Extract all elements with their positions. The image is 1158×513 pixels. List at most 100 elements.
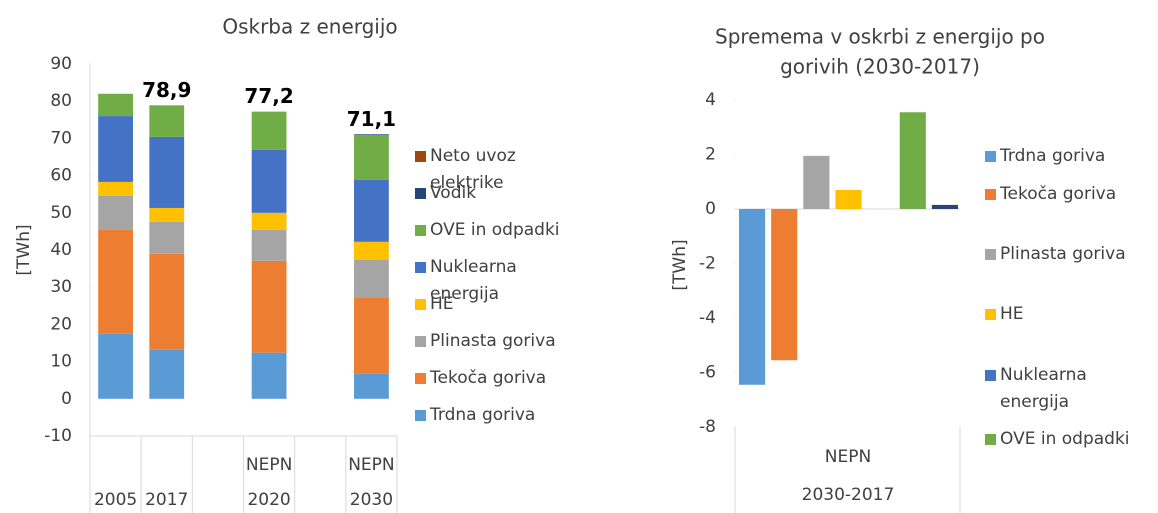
y-tick-label: -6 bbox=[699, 363, 716, 383]
x-tick-label: 2030 bbox=[350, 490, 393, 510]
bar-segment bbox=[354, 179, 389, 242]
bar-segment bbox=[354, 135, 389, 180]
legend-swatch bbox=[415, 225, 426, 236]
legend-label: Trdna goriva bbox=[430, 405, 536, 425]
bar-segment bbox=[149, 207, 185, 222]
chart-title: gorivih (2030-2017) bbox=[780, 55, 980, 79]
bar-segment bbox=[98, 195, 133, 230]
x-tick-label: 2020 bbox=[247, 490, 290, 510]
legend-swatch bbox=[985, 151, 996, 162]
legend-item: Vodik bbox=[415, 180, 580, 207]
legend-label: Nuklearna energija bbox=[430, 257, 517, 304]
bar-segment bbox=[354, 297, 389, 374]
chart-title: Spremema v oskrbi z energijo po bbox=[715, 25, 1045, 49]
bar bbox=[771, 209, 798, 361]
bar-segment bbox=[98, 93, 133, 117]
bar-segment bbox=[354, 373, 389, 399]
legend-swatch bbox=[985, 309, 996, 320]
bar-segment bbox=[98, 229, 133, 334]
y-axis-label: [TWh] bbox=[14, 224, 34, 275]
legend-swatch bbox=[415, 188, 426, 199]
legend-item: Nuklearna energija bbox=[985, 362, 1150, 416]
bar-segment bbox=[354, 134, 389, 136]
y-tick-label: 60 bbox=[50, 166, 72, 186]
legend-label: HE bbox=[1000, 304, 1024, 324]
legend-item: Trdna goriva bbox=[415, 402, 580, 429]
legend-swatch bbox=[985, 189, 996, 200]
bar-segment bbox=[354, 241, 389, 260]
legend-label: Vodik bbox=[430, 183, 477, 203]
legend-item: OVE in odpadki bbox=[985, 426, 1150, 453]
total-label: 77,2 bbox=[244, 84, 293, 108]
bar bbox=[739, 209, 766, 385]
bar-segment bbox=[251, 352, 287, 399]
legend-item: Plinasta goriva bbox=[415, 328, 580, 355]
legend-swatch bbox=[415, 151, 426, 162]
legend-item: Tekoča goriva bbox=[415, 365, 580, 392]
legend-swatch bbox=[985, 249, 996, 260]
bar-segment bbox=[149, 136, 185, 208]
bar-segment bbox=[149, 253, 185, 350]
y-tick-label: 0 bbox=[705, 199, 716, 219]
y-tick-label: -8 bbox=[699, 417, 716, 437]
bar bbox=[931, 204, 958, 209]
legend-swatch bbox=[415, 299, 426, 310]
legend-label: Tekoča goriva bbox=[1000, 184, 1117, 204]
legend-swatch bbox=[985, 434, 996, 445]
legend-label: Trdna goriva bbox=[1000, 146, 1106, 166]
legend-swatch bbox=[985, 370, 996, 381]
total-label: 78,9 bbox=[142, 78, 191, 102]
x-group-label: NEPN bbox=[246, 455, 292, 475]
legend-label: Nuklearna energija bbox=[1000, 365, 1087, 412]
bar bbox=[803, 155, 830, 209]
x-tick-label: 2005 bbox=[94, 490, 137, 510]
bar-segment bbox=[251, 111, 287, 150]
legend-label: OVE in odpadki bbox=[1000, 429, 1130, 449]
bar-segment bbox=[149, 221, 185, 254]
y-tick-label: -10 bbox=[44, 426, 72, 446]
bar-segment bbox=[98, 116, 133, 182]
legend-item: HE bbox=[985, 301, 1150, 328]
legend-item: Tekoča goriva bbox=[985, 181, 1150, 208]
y-tick-label: -2 bbox=[699, 254, 716, 274]
legend-label: Plinasta goriva bbox=[1000, 244, 1126, 264]
x-tick-label: 2017 bbox=[145, 490, 188, 510]
bar-segment bbox=[98, 333, 133, 399]
bar bbox=[899, 112, 926, 209]
legend-item: Plinasta goriva bbox=[985, 241, 1150, 268]
y-tick-label: 70 bbox=[50, 128, 72, 148]
legend-item: HE bbox=[415, 291, 580, 318]
bar-segment bbox=[149, 105, 185, 137]
x-group-label: NEPN bbox=[825, 447, 871, 467]
y-tick-label: 30 bbox=[50, 277, 72, 297]
y-tick-label: 20 bbox=[50, 314, 72, 334]
bar-segment bbox=[149, 349, 185, 399]
legend-swatch bbox=[415, 410, 426, 421]
y-tick-label: 80 bbox=[50, 91, 72, 111]
bar-segment bbox=[251, 149, 287, 213]
y-axis-label: [TWh] bbox=[670, 239, 690, 290]
x-tick-label: 2030-2017 bbox=[802, 485, 895, 505]
x-group-label: NEPN bbox=[348, 455, 394, 475]
bar-segment bbox=[98, 181, 133, 196]
legend-swatch bbox=[415, 262, 426, 273]
bar-segment bbox=[354, 259, 389, 298]
bar bbox=[835, 189, 862, 209]
bar-segment bbox=[251, 229, 287, 261]
y-tick-label: -4 bbox=[699, 308, 716, 328]
legend-label: Tekoča goriva bbox=[430, 368, 547, 388]
legend-item: Trdna goriva bbox=[985, 143, 1150, 170]
chart-title: Oskrba z energijo bbox=[222, 15, 397, 39]
legend-label: Neto uvoz elektrike bbox=[430, 146, 516, 193]
bar-segment bbox=[251, 212, 287, 230]
legend-swatch bbox=[415, 336, 426, 347]
legend-label: Plinasta goriva bbox=[430, 331, 556, 351]
y-tick-label: 0 bbox=[61, 389, 72, 409]
legend-swatch bbox=[415, 373, 426, 384]
bar-segment bbox=[251, 260, 287, 353]
y-tick-label: 50 bbox=[50, 203, 72, 223]
y-tick-label: 4 bbox=[705, 90, 716, 110]
y-tick-label: 90 bbox=[50, 54, 72, 74]
